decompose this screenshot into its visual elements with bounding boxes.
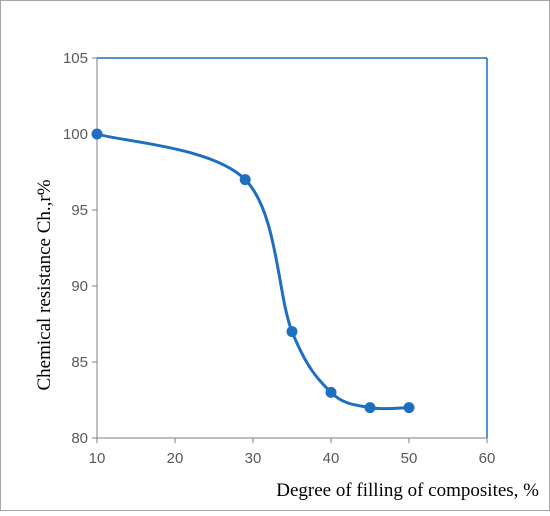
y-tick-label: 85 (71, 354, 88, 371)
data-point (239, 174, 251, 186)
y-tick-label: 80 (71, 430, 88, 447)
x-tick-label: 50 (401, 450, 418, 467)
data-point (325, 386, 337, 398)
y-tick-label: 105 (63, 50, 88, 67)
data-point (364, 402, 376, 414)
y-tick-labels: 80 85 90 95 100 105 (63, 50, 97, 447)
series-layer (91, 128, 415, 414)
y-tick-label: 90 (71, 278, 88, 295)
x-axis-title: Degree of filling of composites, % (276, 480, 539, 501)
x-tick-label: 40 (323, 450, 340, 467)
plot-frame (97, 57, 488, 438)
x-tick-labels: 10 20 30 40 50 60 (89, 438, 496, 467)
data-point (286, 326, 298, 338)
data-point (91, 128, 103, 140)
x-tick-label: 20 (167, 450, 184, 467)
data-point (403, 402, 415, 414)
axes (96, 58, 487, 439)
y-tick-label: 95 (71, 202, 88, 219)
y-axis-title: Chemical resistance Ch.,r% (34, 179, 55, 390)
x-tick-label: 30 (245, 450, 262, 467)
x-tick-label: 60 (479, 450, 496, 467)
x-tick-label: 10 (89, 450, 106, 467)
y-tick-label: 100 (63, 126, 88, 143)
